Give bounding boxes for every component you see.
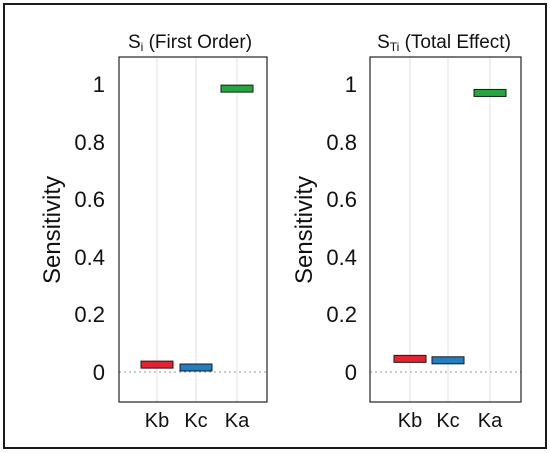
y-ticks: 0 0.2 0.4 0.6 0.8 1 <box>326 72 357 385</box>
y-tick-label: 0.6 <box>74 187 105 212</box>
x-tick-label: Ka <box>225 410 250 432</box>
y-tick-label: 1 <box>93 72 105 97</box>
bar-kb <box>140 360 174 369</box>
panel-first-order-title: Si (First Order) <box>128 32 252 54</box>
bars <box>140 84 254 372</box>
y-tick-label: 0.8 <box>74 130 105 155</box>
panel-total-effect-title: STi (Total Effect) <box>377 32 511 54</box>
title-rest: (First Order) <box>143 32 252 53</box>
y-tick-label: 0 <box>93 360 105 385</box>
bar-kb <box>393 354 427 363</box>
y-tick-label: 0.4 <box>74 245 105 270</box>
x-tick-label: Kc <box>184 410 207 432</box>
title-main: S <box>128 32 141 53</box>
bars <box>393 88 507 365</box>
y-tick-label: 0.6 <box>326 187 357 212</box>
y-axis-label: Sensitivity <box>39 176 66 284</box>
panel-total-effect: STi (Total Effect) Sensitivity 0 0.2 0.4… <box>291 32 522 432</box>
title-rest: (Total Effect) <box>399 32 511 53</box>
plot-box <box>369 56 522 403</box>
y-tick-label: 0.2 <box>326 302 357 327</box>
grid-lines <box>409 57 491 402</box>
bar-ka <box>473 88 507 97</box>
panel-first-order: Si (First Order) Sensitivity 0 0.2 0.4 0… <box>39 32 268 432</box>
figure-frame <box>3 3 547 449</box>
title-main: S <box>377 32 390 53</box>
x-tick-label: Ka <box>478 410 503 432</box>
y-tick-label: 1 <box>345 72 357 97</box>
x-tick-label: Kc <box>436 410 459 432</box>
title-sub: Ti <box>390 40 400 54</box>
title-sub: i <box>141 40 144 54</box>
y-ticks: 0 0.2 0.4 0.6 0.8 1 <box>74 72 105 385</box>
x-ticks: Kb Kc Ka <box>145 410 250 432</box>
y-tick-label: 0.4 <box>326 245 357 270</box>
y-tick-label: 0 <box>345 360 357 385</box>
x-tick-label: Kb <box>398 410 422 432</box>
y-tick-label: 0.8 <box>326 130 357 155</box>
plot-box <box>118 56 268 403</box>
grid-lines <box>156 57 238 402</box>
y-axis-label: Sensitivity <box>291 176 318 284</box>
bar-kc <box>431 356 465 365</box>
bar-ka <box>220 84 254 93</box>
bar-kc <box>179 363 213 372</box>
y-tick-label: 0.2 <box>74 302 105 327</box>
x-ticks: Kb Kc Ka <box>398 410 503 432</box>
x-tick-label: Kb <box>145 410 169 432</box>
